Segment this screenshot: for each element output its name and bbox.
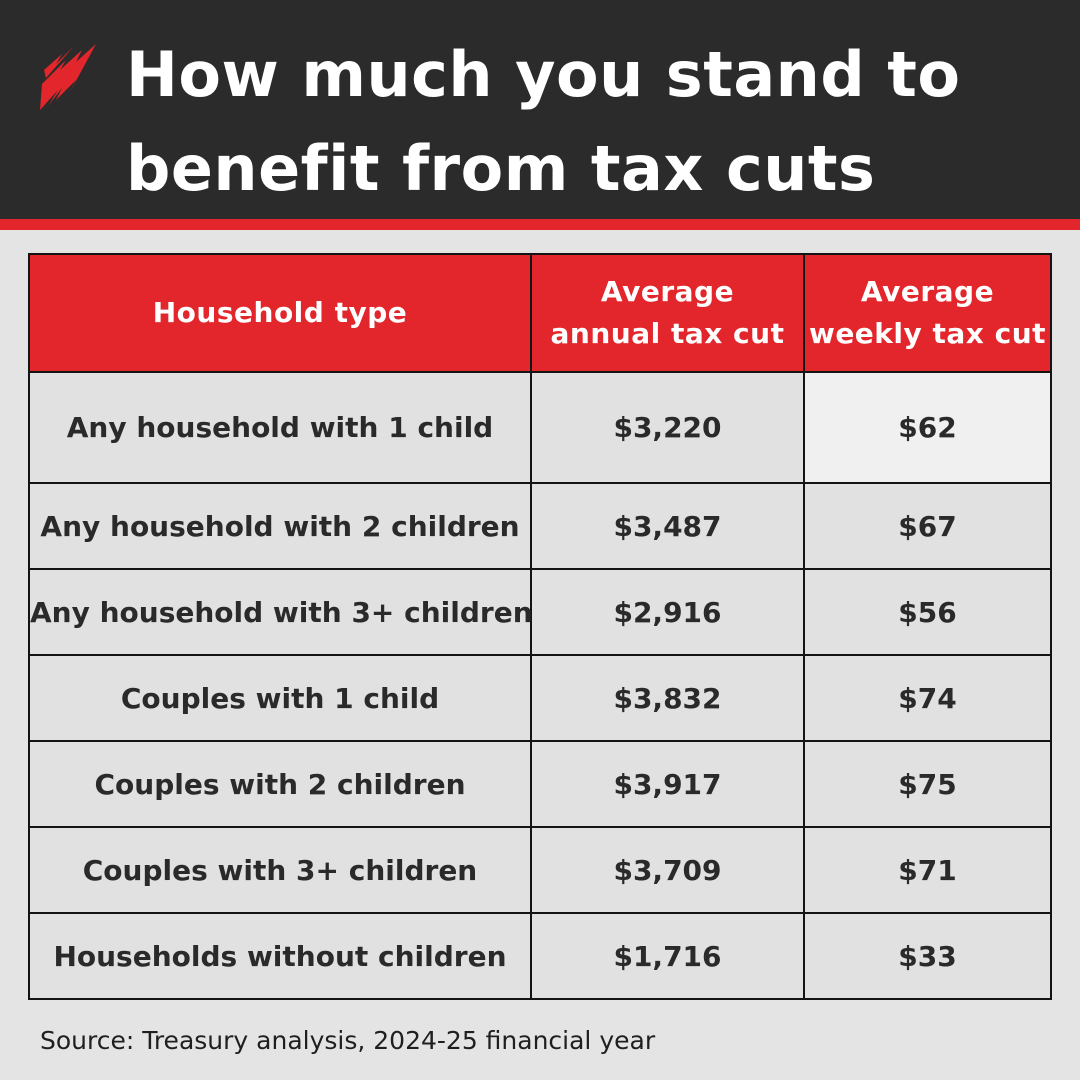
weekly-tax-cut-cell: $33 (803, 912, 1052, 1000)
weekly-tax-cut-cell: $56 (803, 568, 1052, 656)
household-type-cell: Couples with 3+ children (28, 826, 532, 914)
table-row: Couples with 2 children $3,917 $75 (28, 740, 1052, 828)
annual-tax-cut-cell: $1,716 (530, 912, 805, 1000)
weekly-tax-cut-cell: $71 (803, 826, 1052, 914)
weekly-tax-cut-cell: $67 (803, 482, 1052, 570)
sbs-logo-icon (40, 44, 96, 110)
header-accent-stripe (0, 219, 1080, 230)
annual-tax-cut-cell: $3,917 (530, 740, 805, 828)
header-line: weekly tax cut (808, 317, 1047, 350)
tax-cut-table: Household type Average annual tax cut Av… (28, 253, 1052, 1000)
header-household-type: Household type (28, 253, 532, 373)
annual-tax-cut-cell: $3,709 (530, 826, 805, 914)
title-line-1: How much you stand to (126, 38, 961, 111)
annual-tax-cut-cell: $2,916 (530, 568, 805, 656)
header-line: annual tax cut (550, 317, 785, 350)
household-type-cell: Any household with 2 children (28, 482, 532, 570)
weekly-tax-cut-cell: $74 (803, 654, 1052, 742)
header-banner: How much you stand to benefit from tax c… (0, 0, 1080, 219)
table-row: Any household with 3+ children $2,916 $5… (28, 568, 1052, 656)
annual-tax-cut-cell: $3,220 (530, 371, 805, 484)
table-row: Households without children $1,716 $33 (28, 912, 1052, 1000)
header-annual-tax-cut: Average annual tax cut (530, 253, 805, 373)
household-type-cell: Couples with 2 children (28, 740, 532, 828)
table-row: Couples with 1 child $3,832 $74 (28, 654, 1052, 742)
household-type-cell: Households without children (28, 912, 532, 1000)
header-line: Average (860, 275, 995, 308)
header-line: Household type (152, 296, 408, 329)
weekly-tax-cut-cell: $75 (803, 740, 1052, 828)
table-row: Couples with 3+ children $3,709 $71 (28, 826, 1052, 914)
annual-tax-cut-cell: $3,832 (530, 654, 805, 742)
header-weekly-tax-cut: Average weekly tax cut (803, 253, 1052, 373)
annual-tax-cut-cell: $3,487 (530, 482, 805, 570)
source-note: Source: Treasury analysis, 2024-25 finan… (40, 1026, 656, 1055)
household-type-cell: Any household with 1 child (28, 371, 532, 484)
table-row: Any household with 2 children $3,487 $67 (28, 482, 1052, 570)
page-title: How much you stand to benefit from tax c… (126, 28, 1056, 216)
table-header-row: Household type Average annual tax cut Av… (28, 253, 1052, 373)
weekly-tax-cut-cell: $62 (803, 371, 1052, 484)
household-type-cell: Couples with 1 child (28, 654, 532, 742)
table-row: Any household with 1 child $3,220 $62 (28, 371, 1052, 484)
household-type-cell: Any household with 3+ children (28, 568, 533, 656)
header-line: Average (600, 275, 735, 308)
title-line-2: benefit from tax cuts (126, 132, 876, 205)
